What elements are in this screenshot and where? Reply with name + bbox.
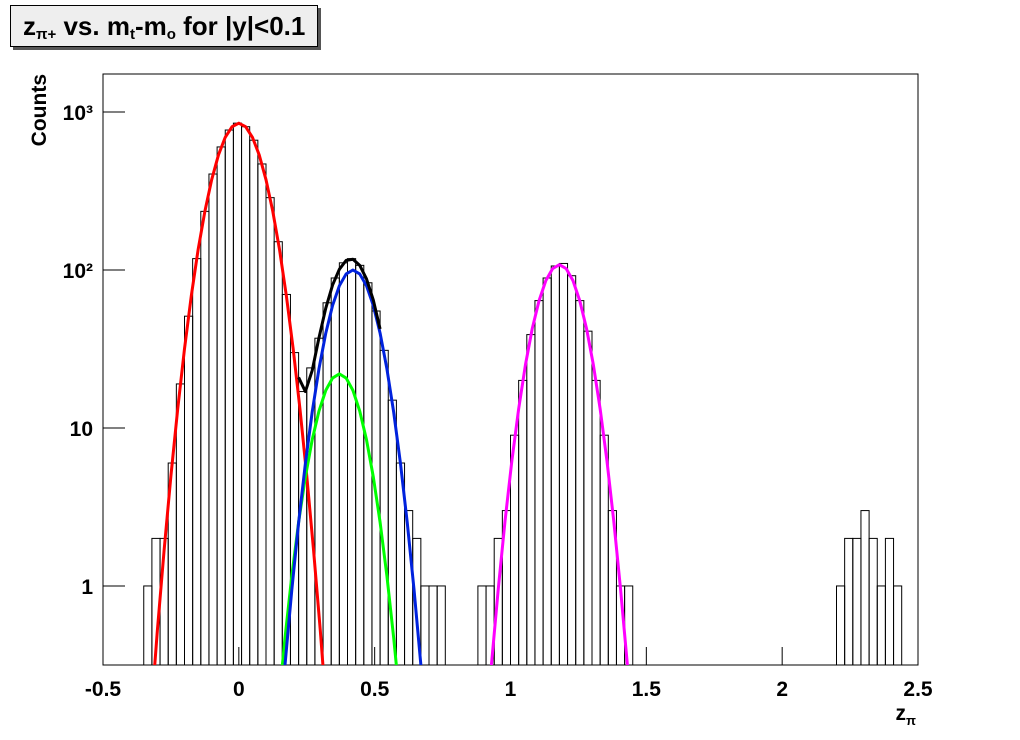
title-part: π+	[36, 26, 57, 43]
y-tick-label: 1	[81, 576, 93, 599]
x-tick-label: -0.5	[85, 678, 122, 701]
x-tick-label: 2.5	[903, 678, 933, 701]
title-part: o	[166, 26, 176, 43]
x-label-part: z	[896, 702, 907, 725]
title-part: -m	[134, 11, 167, 41]
fit-curve	[283, 268, 423, 665]
title-part: vs. m	[56, 11, 130, 41]
y-tick-label: 10	[70, 418, 93, 441]
plot-area	[143, 121, 903, 665]
x-axis-label: zπ	[896, 702, 917, 728]
axes: -0.5 0 0.5 1 1.5 2 2.5 1 10 10² 10³	[63, 102, 933, 701]
title-part: t	[129, 26, 135, 43]
x-tick-label: 0	[233, 678, 245, 701]
y-tick-label: 10³	[63, 102, 93, 125]
histogram-bin	[893, 585, 903, 665]
chart-title: zπ+ vs. mt-mo for |y|<0.1	[10, 5, 319, 47]
fit-curve	[489, 263, 629, 665]
fit-curve	[153, 121, 325, 665]
x-tick-label: 2	[776, 678, 788, 701]
title-part: for |y|<0.1	[175, 11, 306, 41]
x-label-part: π	[906, 713, 916, 728]
x-tick-label: 0.5	[360, 678, 390, 701]
title-part: z	[23, 11, 36, 41]
x-tick-label: 1.5	[632, 678, 662, 701]
x-tick-label: 1	[505, 678, 517, 701]
fit-curve	[297, 257, 382, 394]
y-tick-label: 10²	[63, 260, 93, 283]
histogram-bin	[436, 585, 446, 665]
y-axis-label: Counts	[28, 74, 51, 146]
